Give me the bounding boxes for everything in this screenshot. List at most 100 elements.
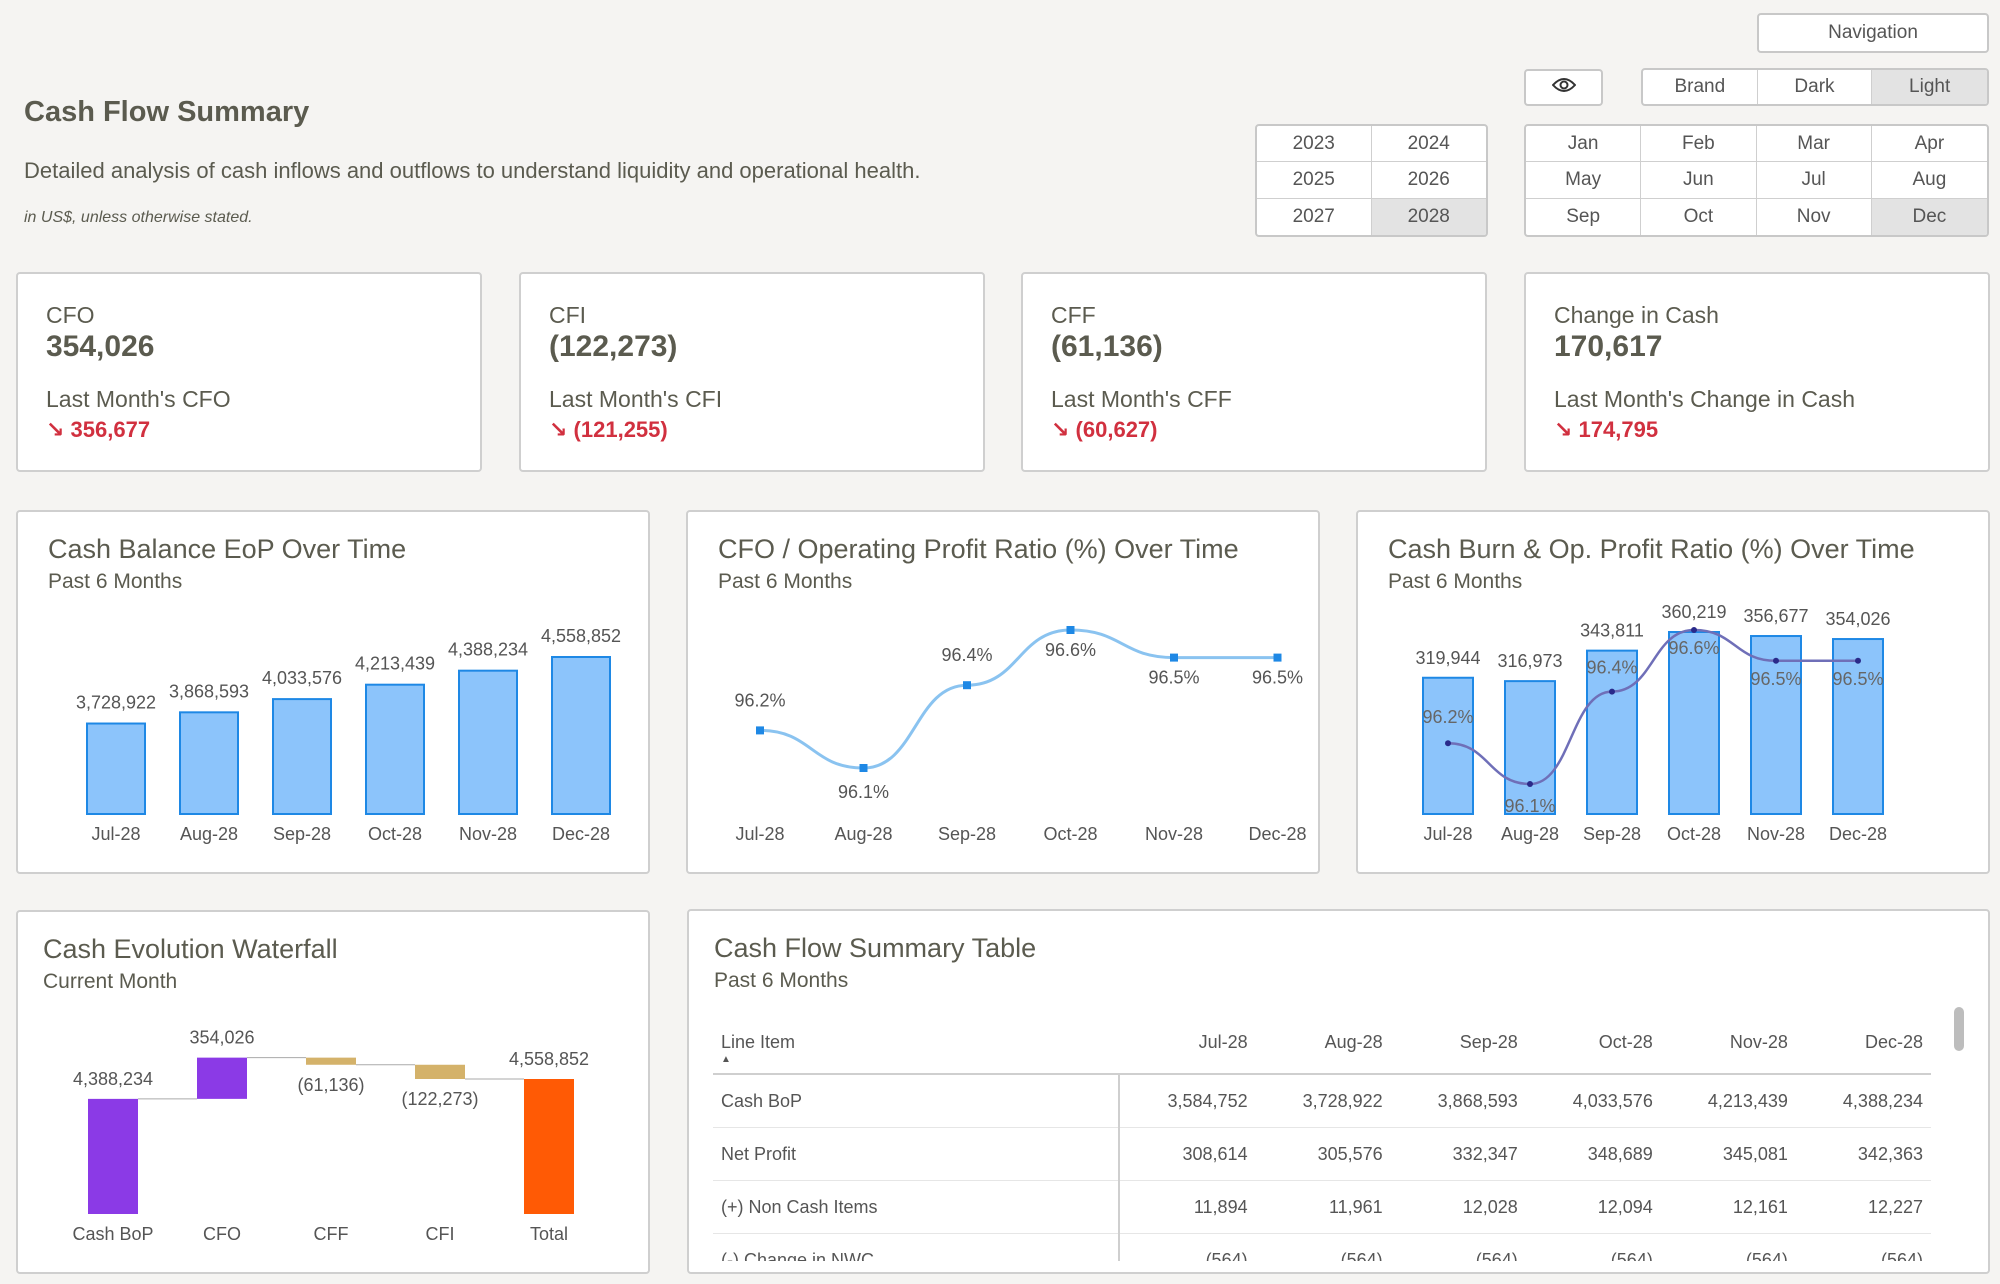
kpi-label: CFO [46, 302, 95, 328]
column-header-month[interactable]: Oct-28 [1525, 1011, 1661, 1075]
bar[interactable] [272, 698, 332, 815]
month-apr[interactable]: Apr [1871, 126, 1987, 163]
data-point[interactable] [756, 726, 764, 735]
chart-title: Cash Evolution Waterfall [43, 934, 338, 964]
data-point[interactable] [1855, 657, 1861, 664]
line-item-cell: Cash BoP [713, 1074, 1120, 1128]
bar[interactable] [1668, 631, 1720, 815]
data-point[interactable] [1691, 627, 1697, 633]
kpi-prev-value: ↘ (60,627) [1051, 417, 1158, 442]
cfo-ratio-chart: 96.2% Jul-28 96.1% Aug-28 96.4% Sep-28 96.6% Oc… [734, 626, 1307, 844]
x-tick-label: Total [530, 1224, 568, 1244]
waterfall-bar[interactable] [88, 1098, 138, 1214]
table-scrollbar[interactable] [1954, 1007, 1964, 1051]
cash-balance-chart-card: Cash Balance EoP Over Time Past 6 Months… [16, 510, 650, 874]
sort-up-icon[interactable]: ▲ [721, 1054, 731, 1065]
data-point[interactable] [1773, 657, 1779, 664]
x-tick-label: Jul-28 [91, 824, 140, 844]
waterfall-bar[interactable] [415, 1064, 465, 1080]
column-header-month[interactable]: Jul-28 [1119, 1011, 1256, 1075]
waterfall-bar[interactable] [524, 1079, 574, 1214]
data-point[interactable] [1445, 740, 1451, 747]
data-point[interactable] [963, 681, 971, 690]
kpi-prev-value: ↘ 174,795 [1554, 417, 1659, 442]
month-selector: Jan Feb Mar Apr May Jun Jul Aug Sep Oct … [1524, 124, 1989, 237]
waterfall-chart-card: Cash Evolution Waterfall Current Month 4… [16, 910, 650, 1274]
value-cell: (564) [1255, 1233, 1391, 1261]
theme-dark-button[interactable]: Dark [1758, 70, 1873, 104]
data-label: 4,558,852 [541, 626, 621, 646]
x-tick-label: CFI [426, 1224, 455, 1244]
cfo-ratio-chart-card: CFO / Operating Profit Ratio (%) Over Ti… [686, 510, 1320, 874]
value-cell: 4,388,234 [1795, 1074, 1931, 1128]
month-dec[interactable]: Dec [1871, 198, 1987, 235]
month-may[interactable]: May [1526, 162, 1642, 199]
year-2023[interactable]: 2023 [1257, 126, 1372, 163]
data-point[interactable] [1527, 781, 1533, 787]
cash-burn-chart: 319,944 Jul-28 316,973 Aug-28 343,811 Sep-28 3… [1415, 602, 1890, 844]
month-jan[interactable]: Jan [1526, 126, 1642, 163]
cash-burn-chart-card: Cash Burn & Op. Profit Ratio (%) Over Ti… [1356, 510, 1990, 874]
value-cell: 4,033,576 [1525, 1074, 1661, 1128]
kpi-prev-value: ↘ (121,255) [549, 417, 668, 442]
column-header-month[interactable]: Dec-28 [1795, 1011, 1931, 1075]
bar[interactable] [1504, 680, 1556, 815]
theme-brand-button[interactable]: Brand [1643, 70, 1758, 104]
month-nov[interactable]: Nov [1757, 198, 1872, 235]
waterfall-bar[interactable] [306, 1057, 356, 1065]
visibility-toggle-button[interactable] [1524, 69, 1603, 106]
data-point[interactable] [1170, 653, 1178, 662]
month-oct[interactable]: Oct [1641, 198, 1757, 235]
bar[interactable] [179, 711, 239, 816]
bar[interactable] [86, 722, 146, 815]
value-cell: 305,576 [1255, 1127, 1391, 1181]
navigation-button[interactable]: Navigation [1757, 13, 1989, 53]
bar[interactable] [1750, 635, 1802, 816]
theme-light-button[interactable]: Light [1872, 70, 1987, 104]
waterfall-bar[interactable] [197, 1057, 247, 1099]
value-cell: 11,894 [1119, 1180, 1256, 1234]
data-point[interactable] [1609, 688, 1615, 695]
data-point[interactable] [859, 764, 868, 772]
month-jul[interactable]: Jul [1756, 162, 1872, 199]
year-2024[interactable]: 2024 [1371, 126, 1486, 163]
cash-balance-chart: 3,728,922 Jul-28 3,868,593 Aug-28 4,033,576 S… [76, 626, 621, 844]
bar[interactable] [458, 669, 518, 815]
kpi-prev-label: Last Month's CFO [46, 386, 231, 412]
data-label: 96.6% [1668, 638, 1719, 658]
kpi-label: CFF [1051, 302, 1096, 328]
month-mar[interactable]: Mar [1756, 126, 1872, 163]
value-cell: (564) [1525, 1233, 1661, 1261]
eye-icon [1551, 77, 1576, 99]
table-viewport: Line Item ▲ Jul-28 Aug-28 Sep-28 Oct-28 … [713, 1011, 1931, 1261]
table-row: (+) Non Cash Items 11,894 11,961 12,028 12,0… [713, 1180, 1931, 1234]
bar[interactable] [551, 656, 611, 815]
year-2027[interactable]: 2027 [1257, 198, 1372, 235]
column-header-month[interactable]: Sep-28 [1390, 1011, 1526, 1075]
value-cell: 345,081 [1660, 1127, 1796, 1181]
x-tick-label: Aug-28 [1501, 824, 1559, 844]
column-header-line-item[interactable]: Line Item ▲ [713, 1011, 1119, 1075]
bar[interactable] [1832, 638, 1884, 815]
value-cell: 348,689 [1525, 1127, 1661, 1181]
data-label: 4,388,234 [448, 640, 528, 660]
month-jun[interactable]: Jun [1641, 162, 1757, 199]
value-cell: 3,868,593 [1390, 1074, 1526, 1128]
kpi-prev-label: Last Month's CFI [549, 386, 723, 412]
month-aug[interactable]: Aug [1871, 162, 1987, 199]
x-tick-label: Oct-28 [1667, 824, 1721, 844]
month-feb[interactable]: Feb [1641, 126, 1757, 163]
data-point[interactable] [1273, 653, 1282, 662]
column-header-month[interactable]: Aug-28 [1255, 1011, 1391, 1075]
month-sep[interactable]: Sep [1526, 198, 1642, 235]
bar[interactable] [1586, 649, 1638, 815]
data-label: 3,868,593 [169, 681, 249, 701]
waterfall-chart: 4,388,234 Cash BoP 354,026 CFO (61,136) CFF (1… [72, 1028, 589, 1244]
year-2025[interactable]: 2025 [1257, 162, 1372, 199]
year-2026[interactable]: 2026 [1371, 162, 1486, 199]
data-label: 354,026 [189, 1028, 254, 1048]
data-point[interactable] [1066, 626, 1075, 634]
bar[interactable] [365, 683, 425, 815]
column-header-month[interactable]: Nov-28 [1660, 1011, 1796, 1075]
year-2028[interactable]: 2028 [1371, 198, 1486, 235]
